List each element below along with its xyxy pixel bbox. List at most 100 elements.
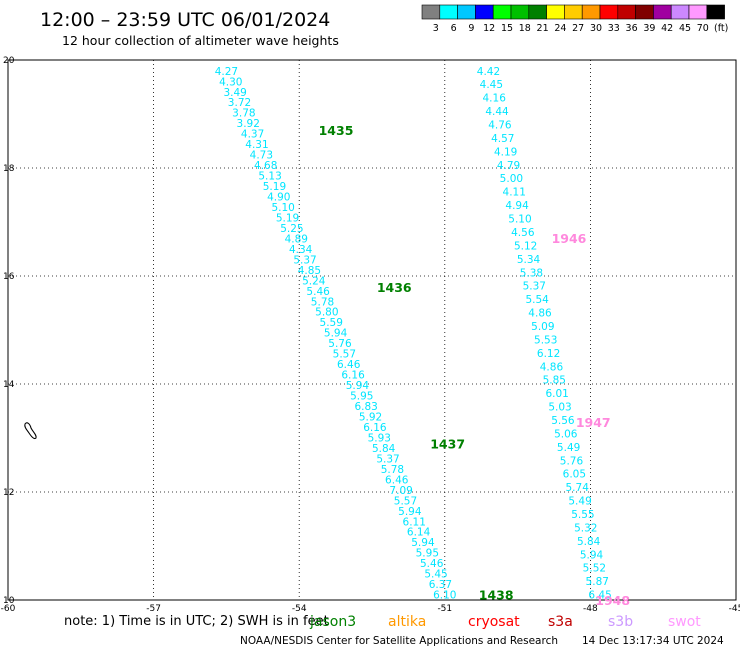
lat-tick-label: 10 xyxy=(3,596,15,606)
legend-label: 12 xyxy=(483,23,495,34)
wave-height-value: 5.00 xyxy=(500,173,523,185)
map-tick-labels: -60 -57 -54 -51 -48 -45 20 18 16 14 12 10 xyxy=(1,56,740,614)
wave-height-value: 4.85 xyxy=(298,265,321,277)
lat-tick-label: 20 xyxy=(3,56,15,66)
wave-height-value: 5.52 xyxy=(583,563,606,575)
legend-label: 45 xyxy=(679,23,691,34)
wave-height-value: 4.42 xyxy=(477,66,500,78)
altimeter-tracks: 4.274.303.493.723.783.924.374.314.734.68… xyxy=(215,66,612,602)
legend-label: 42 xyxy=(661,23,673,34)
wave-height-value: 5.56 xyxy=(551,415,575,427)
legend-label: 18 xyxy=(519,23,531,34)
wave-height-value: 5.19 xyxy=(276,212,299,224)
note-text: note: 1) Time is in UTC; 2) SWH is in fe… xyxy=(64,614,329,629)
wave-height-value: 5.94 xyxy=(398,506,422,518)
wave-height-value: 5.49 xyxy=(568,496,591,508)
lon-tick-label: -60 xyxy=(1,604,16,614)
lon-tick-label: -54 xyxy=(292,604,307,614)
wave-height-value: 6.83 xyxy=(354,401,377,413)
pass-time-label: 1947 xyxy=(576,415,611,430)
wave-height-value: 5.37 xyxy=(376,453,399,465)
legend-label: 24 xyxy=(554,23,566,34)
legend-swatch xyxy=(653,4,672,20)
wave-height-value: 4.86 xyxy=(540,361,564,373)
wave-height-value: 6.11 xyxy=(403,516,426,528)
wave-height-value: 5.78 xyxy=(381,464,404,476)
wave-height-value: 4.76 xyxy=(488,120,512,132)
wave-height-value: 4.79 xyxy=(497,160,520,172)
wave-height-value: 6.16 xyxy=(363,422,387,434)
legend-label: 30 xyxy=(590,23,602,34)
wave-height-value: 5.59 xyxy=(320,317,343,329)
wave-height-value: 5.13 xyxy=(258,171,281,183)
wave-height-value: 5.57 xyxy=(333,349,356,361)
legend-swatch xyxy=(457,4,476,20)
wave-height-legend: 3 6 9 12 15 18 21 24 27 30 33 36 39 42 45 70 xyxy=(421,4,725,34)
wave-height-value: 6.12 xyxy=(537,348,560,360)
wave-height-value: 5.94 xyxy=(346,380,370,392)
lon-tick-label: -57 xyxy=(146,604,161,614)
legend-swatch xyxy=(635,4,654,20)
wave-height-value: 4.90 xyxy=(267,192,290,204)
pass-time-label: 1438 xyxy=(479,588,514,603)
wave-height-value: 5.85 xyxy=(543,375,566,387)
wave-height-value: 5.93 xyxy=(368,432,391,444)
wave-height-value: 5.78 xyxy=(311,296,334,308)
footer-timestamp: 14 Dec 13:17:34 UTC 2024 xyxy=(582,635,724,647)
wave-height-value: 5.49 xyxy=(557,442,580,454)
wave-height-value: 5.57 xyxy=(394,495,417,507)
satellite-label: s3b xyxy=(608,614,633,630)
legend-unit: (ft) xyxy=(714,23,728,34)
wave-height-value: 5.53 xyxy=(534,334,557,346)
legend-label: 15 xyxy=(501,23,513,34)
wave-height-value: 5.84 xyxy=(372,443,396,455)
wave-height-value: 5.25 xyxy=(280,223,303,235)
satellite-label: s3a xyxy=(548,614,573,630)
satellite-label: altika xyxy=(388,614,426,630)
wave-height-value: 5.76 xyxy=(328,338,352,350)
wave-height-value: 6.16 xyxy=(341,370,365,382)
wave-height-value: 4.94 xyxy=(505,200,529,212)
legend-swatch xyxy=(670,4,690,20)
lon-tick-label: -51 xyxy=(437,604,452,614)
wave-height-value: 6.14 xyxy=(407,527,431,539)
wave-height-value: 5.10 xyxy=(508,214,531,226)
legend-swatch xyxy=(492,4,512,20)
legend-swatch xyxy=(528,4,547,20)
pass-time-label: 1436 xyxy=(377,280,412,295)
wave-height-value: 4.44 xyxy=(485,106,509,118)
wave-height-value: 5.46 xyxy=(306,286,330,298)
wave-height-value: 5.09 xyxy=(531,321,554,333)
wave-height-value: 5.38 xyxy=(520,267,543,279)
legend-label: 36 xyxy=(626,23,638,34)
lat-tick-label: 18 xyxy=(3,164,15,174)
legend-swatch xyxy=(510,4,530,20)
legend-label: 70 xyxy=(697,23,709,34)
wave-height-value: 4.45 xyxy=(480,79,503,91)
wave-height-value: 5.37 xyxy=(523,281,546,293)
wave-height-value: 6.05 xyxy=(563,469,586,481)
wave-height-value: 7.09 xyxy=(389,485,412,497)
island-outline xyxy=(24,422,37,440)
wave-height-value: 6.46 xyxy=(337,359,361,371)
lat-tick-label: 14 xyxy=(3,380,15,390)
legend-swatch xyxy=(439,4,458,20)
wave-height-value: 5.10 xyxy=(271,202,294,214)
pass-time-label: 1948 xyxy=(595,593,630,608)
legend-label: 3 xyxy=(433,23,439,34)
lon-tick-label: -48 xyxy=(583,604,598,614)
satellite-label: swot xyxy=(668,614,701,630)
wave-height-value: 5.03 xyxy=(548,402,571,414)
legend-swatch xyxy=(688,4,708,20)
legend-label: 27 xyxy=(572,23,584,34)
pass-time-label: 1946 xyxy=(552,231,587,246)
wave-height-value: 4.56 xyxy=(511,227,535,239)
wave-height-value: 4.57 xyxy=(491,133,514,145)
wave-height-value: 5.19 xyxy=(263,181,286,193)
wave-height-value: 4.68 xyxy=(254,160,277,172)
wave-height-value: 4.16 xyxy=(483,93,507,105)
legend-label: 21 xyxy=(537,23,549,34)
wave-height-value: 6.01 xyxy=(545,388,568,400)
wave-height-value: 5.37 xyxy=(293,254,316,266)
